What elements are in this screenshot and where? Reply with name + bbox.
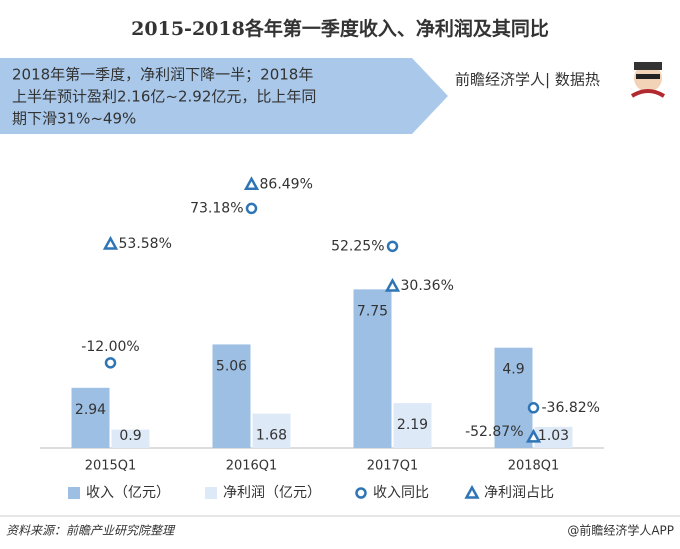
marker xyxy=(104,357,117,369)
legend-label: 收入（亿元） xyxy=(86,485,170,501)
marker xyxy=(384,277,401,292)
value-label: -36.82% xyxy=(542,400,600,416)
banner-text: 2018年第一季度，净利润下降一半；2018年 xyxy=(12,66,313,84)
banner-text: 上半年预计盈利2.16亿~2.92亿元，比上年同 xyxy=(12,88,316,106)
value-label: 4.9 xyxy=(502,362,524,378)
chart-title: 2015-2018各年第一季度收入、净利润及其同比 xyxy=(131,17,549,40)
legend-swatch xyxy=(68,487,80,499)
value-label: 53.58% xyxy=(119,236,172,252)
marker xyxy=(355,487,367,499)
marker xyxy=(245,202,258,215)
marker xyxy=(464,484,480,499)
value-label: 73.18% xyxy=(190,200,243,216)
avatar xyxy=(630,62,666,98)
value-label: 2.19 xyxy=(397,417,428,433)
marker xyxy=(243,176,260,191)
credit: @前瞻经济学人APP xyxy=(567,523,674,538)
value-label: 1.68 xyxy=(256,428,287,444)
value-label: 86.49% xyxy=(260,176,313,192)
legend-label: 净利润（亿元） xyxy=(223,485,321,501)
legend-label: 净利润占比 xyxy=(484,485,554,501)
x-tick-label: 2015Q1 xyxy=(85,459,137,474)
bar xyxy=(393,403,432,448)
x-tick-label: 2018Q1 xyxy=(508,459,560,474)
bar xyxy=(494,347,533,448)
bar xyxy=(252,413,291,448)
bar xyxy=(212,344,251,448)
value-label: 52.25% xyxy=(331,238,384,254)
value-label: -12.00% xyxy=(81,339,139,355)
bar xyxy=(111,429,150,448)
marker xyxy=(525,428,542,443)
value-label: 7.75 xyxy=(357,303,388,319)
value-label: 0.9 xyxy=(119,428,141,444)
x-tick-label: 2016Q1 xyxy=(226,459,278,474)
brand: 前瞻经济学人| 数据热 xyxy=(455,71,600,89)
legend-label: 收入同比 xyxy=(373,485,429,501)
bar xyxy=(71,387,110,448)
banner xyxy=(0,58,448,134)
value-label: 1.03 xyxy=(538,428,569,444)
value-label: 30.36% xyxy=(401,278,454,294)
bar xyxy=(353,289,392,448)
value-label: 5.06 xyxy=(216,358,247,374)
value-label: -52.87% xyxy=(465,424,523,440)
banner-text: 期下滑31%~49% xyxy=(12,110,136,128)
marker xyxy=(102,235,119,250)
marker xyxy=(527,402,540,414)
marker xyxy=(386,240,399,253)
value-label: 2.94 xyxy=(75,402,106,418)
bar xyxy=(534,426,573,448)
legend-swatch xyxy=(205,487,217,499)
source: 资料来源：前瞻产业研究院整理 xyxy=(6,524,176,538)
x-tick-label: 2017Q1 xyxy=(367,459,419,474)
